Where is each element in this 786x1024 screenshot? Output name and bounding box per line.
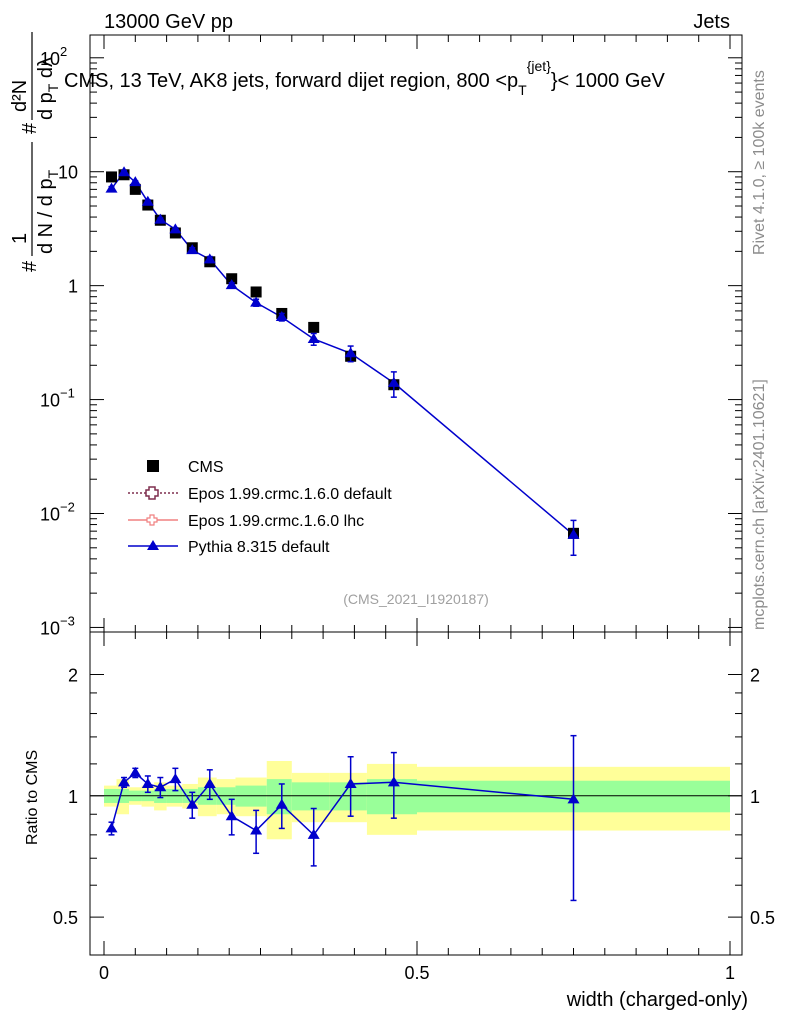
legend: CMS Epos 1.99.crmc.1.6.0 default Epos 1.… — [128, 459, 392, 556]
main-ytick-label: 10−2 — [40, 500, 75, 525]
pythia-ratio-point — [275, 798, 288, 809]
cms-data-point — [129, 183, 141, 195]
legend-label-epos-lhc: Epos 1.99.crmc.1.6.0 lhc — [188, 513, 364, 530]
pythia-point — [203, 253, 216, 264]
main-title: CMS, 13 TeV, AK8 jets, forward dijet reg… — [64, 58, 666, 98]
legend-marker-epos-lhc — [146, 514, 158, 526]
main-plot-area: 10−3 10−2 10−1 1 10 102 — [40, 34, 743, 638]
svg-text:#: # — [19, 260, 41, 272]
legend-label-epos-default: Epos 1.99.crmc.1.6.0 default — [188, 486, 392, 503]
ratio-uncertainty-bands — [104, 760, 730, 840]
pythia-ratio-point — [129, 766, 142, 777]
pythia-point — [250, 296, 263, 307]
pythia-point — [118, 166, 131, 177]
pythia-ratio-point — [203, 777, 216, 788]
ratio-ytick-label-right: 1 — [750, 787, 760, 807]
pythia-point — [186, 244, 199, 255]
ratio-plot-frame — [89, 631, 743, 956]
ratio-band-inner — [291, 782, 330, 811]
pythia-ratio-point — [141, 777, 154, 788]
svg-text:d²N: d²N — [9, 80, 31, 112]
ratio-xtick-label: 0.5 — [404, 963, 429, 983]
pythia-point — [307, 333, 320, 344]
category-label: Jets — [693, 11, 730, 33]
pythia-ratio-point — [118, 776, 131, 787]
cms-data-point — [226, 273, 238, 285]
ratio-ytick-label-right: 0.5 — [750, 908, 775, 928]
svg-text:d pT dλ: d pT dλ — [35, 57, 61, 120]
pythia-point — [567, 528, 580, 539]
main-ytick-label: 1 — [68, 277, 78, 297]
ratio-ytick-label: 2 — [68, 665, 78, 685]
ratio-axis-ticks: 0 0.5 1 0.5 0.5 1 1 2 2 — [53, 632, 775, 983]
main-ytick-label: 102 — [40, 44, 67, 69]
pythia-point — [387, 376, 400, 387]
pythia-point — [154, 213, 167, 224]
ratio-xlabel: width (charged-only) — [566, 989, 748, 1011]
pythia-point — [344, 347, 357, 358]
pythia-point — [169, 223, 182, 234]
legend-entry-epos-default: Epos 1.99.crmc.1.6.0 default — [128, 486, 392, 503]
svg-text:#: # — [19, 122, 41, 134]
main-ytick-label: 10 — [58, 163, 78, 183]
legend-entry-cms: CMS — [147, 459, 224, 476]
svg-text:d N / d pT: d N / d pT — [35, 169, 61, 254]
cms-data-point — [308, 321, 320, 333]
ratio-xtick-label: 0 — [99, 963, 109, 983]
cms-data-point — [250, 286, 262, 298]
cms-data-point — [106, 171, 118, 183]
pythia-point — [141, 195, 154, 206]
main-ytick-label: 10−3 — [40, 613, 75, 638]
pythia-ratio-point — [567, 793, 580, 804]
ratio-ytick-label: 0.5 — [53, 908, 78, 928]
pythia-ratio-point — [105, 822, 118, 833]
ratio-ytick-label-right: 2 — [750, 665, 760, 685]
legend-entry-epos-lhc: Epos 1.99.crmc.1.6.0 lhc — [128, 513, 364, 530]
pythia-point — [105, 182, 118, 193]
svg-text:1: 1 — [9, 233, 31, 244]
pythia-ratio-point — [307, 828, 320, 839]
ratio-plot-area: 0 0.5 1 0.5 0.5 1 1 2 2 — [53, 631, 775, 983]
main-axis-ticks: 10−3 10−2 10−1 1 10 102 — [40, 35, 742, 638]
rivet-label: Rivet 4.1.0, ≥ 100k events — [751, 70, 768, 255]
pythia-ratio-point — [225, 810, 238, 821]
legend-marker-pythia — [147, 540, 159, 550]
pythia-point — [225, 279, 238, 290]
pythia-ratio-point — [344, 777, 357, 788]
pythia-ratio-point — [186, 798, 199, 809]
legend-marker-cms — [147, 460, 159, 472]
pythia-ratio-point — [387, 776, 400, 787]
main-ytick-label: 10−1 — [40, 386, 75, 411]
pythia-ratio-point — [169, 773, 182, 784]
legend-label-cms: CMS — [188, 459, 224, 476]
beam-label: 13000 GeV pp — [104, 11, 233, 33]
legend-entry-pythia: Pythia 8.315 default — [128, 539, 330, 556]
pythia-ratio-point — [154, 781, 167, 792]
main-ylabel: # 1 d N / d pT # d²N d pT dλ — [9, 32, 61, 272]
analysis-id: (CMS_2021_I1920187) — [343, 591, 489, 607]
legend-marker-epos-default — [145, 486, 159, 500]
ratio-xtick-label: 1 — [725, 963, 735, 983]
mcplots-label: mcplots.cern.ch [arXiv:2401.10621] — [751, 379, 768, 630]
pythia-line — [110, 171, 574, 536]
pythia-point — [129, 176, 142, 187]
ratio-ytick-label: 1 — [68, 787, 78, 807]
ratio-ylabel: Ratio to CMS — [24, 750, 41, 845]
pythia-ratio-point — [250, 824, 263, 835]
pythia-point — [275, 311, 288, 322]
legend-label-pythia: Pythia 8.315 default — [188, 539, 330, 556]
